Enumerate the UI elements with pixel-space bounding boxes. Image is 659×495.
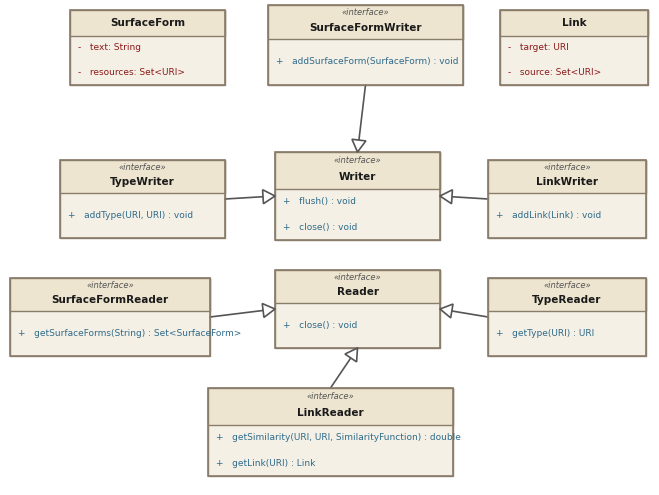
Text: -   resources: Set<URI>: - resources: Set<URI>: [78, 68, 185, 77]
Text: TypeWriter: TypeWriter: [110, 177, 175, 187]
Bar: [70, 10, 225, 85]
Bar: [208, 388, 453, 425]
Bar: [208, 388, 453, 476]
Bar: [70, 10, 225, 85]
Text: SurfaceForm: SurfaceForm: [110, 18, 185, 28]
Polygon shape: [262, 303, 275, 317]
Bar: [488, 160, 646, 193]
Bar: [488, 160, 646, 238]
Bar: [60, 160, 225, 238]
Bar: [500, 10, 648, 85]
Bar: [488, 278, 646, 311]
Text: LinkWriter: LinkWriter: [536, 177, 598, 187]
Bar: [488, 160, 646, 238]
Text: Reader: Reader: [337, 287, 378, 297]
Text: «interface»: «interface»: [543, 281, 591, 290]
Bar: [488, 278, 646, 356]
Polygon shape: [345, 348, 357, 362]
Bar: [500, 10, 648, 36]
Bar: [268, 5, 463, 85]
Text: «interface»: «interface»: [306, 392, 355, 400]
Text: «interface»: «interface»: [86, 281, 134, 290]
Polygon shape: [352, 139, 366, 152]
Bar: [275, 270, 440, 348]
Text: +   getLink(URI) : Link: + getLink(URI) : Link: [216, 459, 316, 468]
Text: TypeReader: TypeReader: [532, 296, 602, 305]
Bar: [268, 5, 463, 39]
Text: +   getSurfaceForms(String) : Set<SurfaceForm>: + getSurfaceForms(String) : Set<SurfaceF…: [18, 329, 241, 338]
Bar: [10, 278, 210, 311]
Text: +   addType(URI, URI) : void: + addType(URI, URI) : void: [68, 211, 193, 220]
Text: -   target: URI: - target: URI: [508, 44, 569, 52]
Text: «interface»: «interface»: [119, 163, 166, 172]
Bar: [275, 152, 440, 240]
Text: «interface»: «interface»: [333, 273, 382, 282]
Text: SurfaceFormReader: SurfaceFormReader: [51, 296, 169, 305]
Bar: [268, 5, 463, 85]
Text: +   flush() : void: + flush() : void: [283, 197, 356, 206]
Text: LinkReader: LinkReader: [297, 408, 364, 418]
Polygon shape: [440, 190, 453, 204]
Text: «interface»: «interface»: [333, 155, 382, 165]
Bar: [70, 10, 225, 36]
Text: +   close() : void: + close() : void: [283, 321, 357, 330]
Polygon shape: [440, 304, 453, 318]
Bar: [60, 160, 225, 238]
Text: +   close() : void: + close() : void: [283, 223, 357, 232]
Text: +   getType(URI) : URI: + getType(URI) : URI: [496, 329, 594, 338]
Bar: [208, 388, 453, 476]
Bar: [275, 270, 440, 348]
Bar: [10, 278, 210, 356]
Text: -   text: String: - text: String: [78, 44, 141, 52]
Text: «interface»: «interface»: [543, 163, 591, 172]
Text: Writer: Writer: [339, 172, 376, 182]
Bar: [275, 270, 440, 303]
Text: SurfaceFormWriter: SurfaceFormWriter: [309, 23, 422, 33]
Bar: [60, 160, 225, 193]
Bar: [500, 10, 648, 85]
Text: -   source: Set<URI>: - source: Set<URI>: [508, 68, 601, 77]
Bar: [10, 278, 210, 356]
Text: «interface»: «interface»: [341, 8, 389, 17]
Text: Link: Link: [561, 18, 587, 28]
Text: +   addSurfaceForm(SurfaceForm) : void: + addSurfaceForm(SurfaceForm) : void: [276, 57, 459, 66]
Bar: [275, 152, 440, 240]
Bar: [488, 278, 646, 356]
Bar: [275, 152, 440, 189]
Text: +   getSimilarity(URI, URI, SimilarityFunction) : double: + getSimilarity(URI, URI, SimilarityFunc…: [216, 433, 461, 442]
Polygon shape: [262, 190, 275, 204]
Text: +   addLink(Link) : void: + addLink(Link) : void: [496, 211, 601, 220]
